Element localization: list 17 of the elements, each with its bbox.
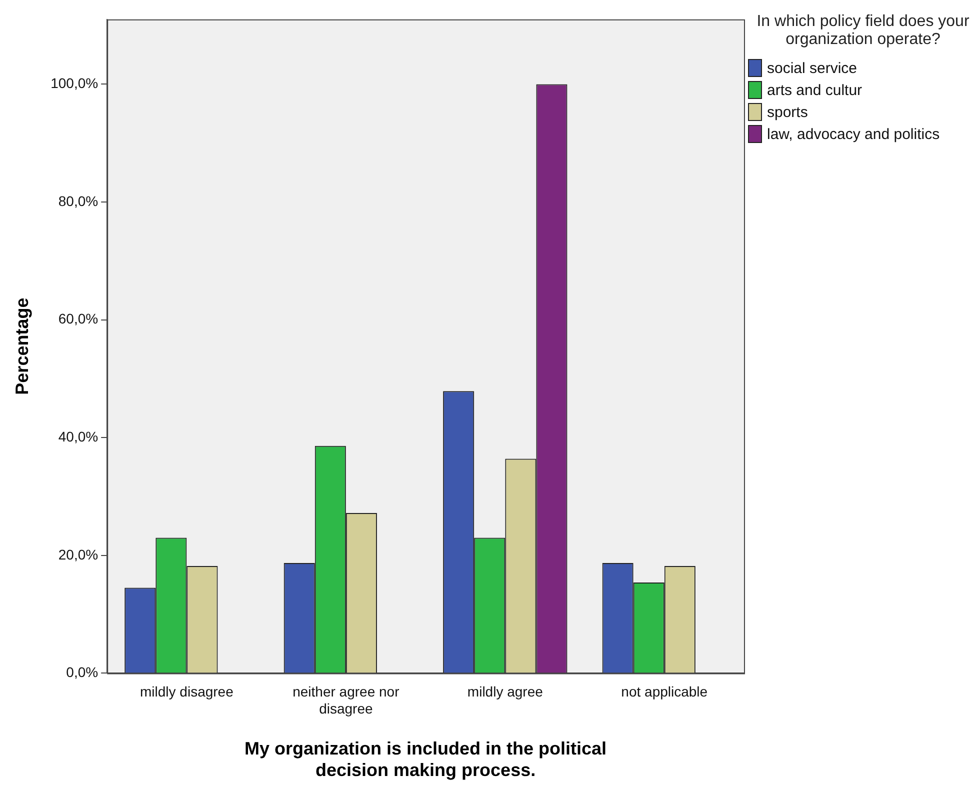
y-axis-title: Percentage <box>12 298 32 395</box>
x-tick-label: mildly agree <box>467 683 544 700</box>
legend-label: law, advocacy and politics <box>767 126 940 142</box>
y-tick-label: 20,0% <box>58 546 98 562</box>
x-tick-label: neither agree nor disagree <box>292 683 400 716</box>
x-tick-label: mildly disagree <box>140 683 234 700</box>
y-tick-label: 40,0% <box>58 428 98 444</box>
y-tick-label: 80,0% <box>58 192 98 209</box>
legend-label: social service <box>767 60 858 76</box>
x-tick-label: not applicable <box>621 683 708 700</box>
y-tick-label: 60,0% <box>58 310 98 327</box>
legend-label: sports <box>767 104 808 120</box>
legend-title: In which policy field does your organization operate? <box>756 13 970 49</box>
y-tick-label: 100,0% <box>50 75 98 92</box>
y-tick-label: 0,0% <box>66 664 98 680</box>
x-axis-title: My organization is included in the political decision making process. <box>244 738 607 780</box>
legend-label: arts and cultur <box>767 82 862 98</box>
